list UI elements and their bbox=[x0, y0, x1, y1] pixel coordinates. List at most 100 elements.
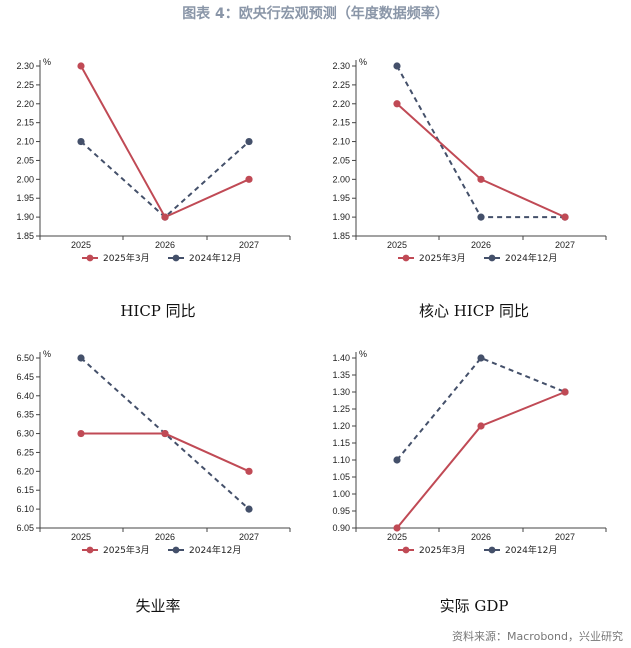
legend-swatch-marker bbox=[402, 546, 410, 554]
legend-swatch-marker bbox=[86, 254, 94, 262]
y-tick-label: 1.00 bbox=[332, 489, 350, 499]
y-tick-label: 2.25 bbox=[332, 80, 350, 90]
legend-label: 2024年12月 bbox=[505, 252, 557, 264]
chart-hicp-svg: 1.85 1.90 1.95 2.00 2.05 2.10 2.15 2.20 2.25 2.30… bbox=[16, 57, 291, 264]
data-point bbox=[393, 100, 401, 108]
y-tick-label: 2.10 bbox=[16, 137, 34, 147]
y-tick-label: 2.10 bbox=[332, 137, 350, 147]
series-line bbox=[396, 103, 566, 219]
x-tick-label: 2027 bbox=[555, 240, 575, 250]
legend-label: 2025年3月 bbox=[419, 544, 466, 556]
y-tick-label: 1.85 bbox=[16, 231, 34, 241]
chart-real-gdp-svg: 0.90 0.95 1.00 1.05 1.10 1.15 1.20 1.25 1.30 1.35… bbox=[332, 349, 607, 556]
legend-label: 2025年3月 bbox=[419, 252, 466, 264]
x-tick-label: 2025 bbox=[387, 240, 407, 250]
y-tick-label: 1.95 bbox=[332, 193, 350, 203]
data-point bbox=[161, 213, 169, 221]
y-tick-label: 1.25 bbox=[332, 404, 350, 414]
chart-real-gdp: 0.90 0.95 1.00 1.05 1.10 1.15 1.20 1.25 1.30 1.35… bbox=[316, 342, 616, 582]
source-note: 资料来源：Macrobond，兴业研究 bbox=[452, 630, 623, 643]
x-tick-label: 2027 bbox=[239, 240, 259, 250]
y-tick-label: 2.15 bbox=[16, 118, 34, 128]
y-unit-label: % bbox=[43, 349, 51, 359]
data-point bbox=[477, 422, 485, 430]
caption-real-gdp: 实际 GDP bbox=[439, 597, 509, 615]
data-point bbox=[77, 62, 85, 70]
caption-unemployment: 失业率 bbox=[135, 597, 181, 615]
y-tick-label: 1.15 bbox=[332, 438, 350, 448]
series-line bbox=[396, 65, 565, 219]
y-tick-label: 1.30 bbox=[332, 387, 350, 397]
y-unit-label: % bbox=[359, 57, 367, 67]
legend-swatch-marker bbox=[172, 546, 180, 554]
data-point bbox=[245, 175, 253, 183]
y-tick-label: 2.05 bbox=[16, 155, 34, 165]
y-tick-label: 2.00 bbox=[16, 174, 34, 184]
x-tick-label: 2026 bbox=[155, 240, 175, 250]
series-line bbox=[396, 391, 566, 529]
legend-label: 2024年12月 bbox=[189, 252, 241, 264]
data-point bbox=[161, 429, 169, 438]
data-point bbox=[477, 175, 485, 183]
y-tick-label: 0.90 bbox=[332, 523, 350, 533]
y-tick-label: 1.40 bbox=[332, 353, 350, 363]
series-line bbox=[80, 65, 250, 219]
data-point bbox=[393, 62, 401, 70]
x-tick-label: 2026 bbox=[155, 532, 175, 542]
caption-core-hicp: 核心 HICP 同比 bbox=[418, 302, 530, 320]
y-tick-label: 2.20 bbox=[332, 99, 350, 109]
y-tick-label: 1.05 bbox=[332, 472, 350, 482]
series-line bbox=[396, 356, 566, 461]
data-point bbox=[477, 354, 485, 362]
y-tick-label: 6.35 bbox=[16, 410, 34, 420]
data-point bbox=[393, 524, 401, 532]
legend-label: 2024年12月 bbox=[189, 544, 241, 556]
data-point bbox=[245, 137, 253, 146]
data-point bbox=[477, 213, 485, 221]
legend-swatch-marker bbox=[488, 546, 496, 554]
legend-swatch-marker bbox=[86, 546, 94, 554]
y-tick-label: 6.10 bbox=[16, 504, 34, 514]
x-tick-label: 2026 bbox=[471, 240, 491, 250]
data-point bbox=[561, 388, 569, 396]
chart-unemployment-svg: 6.05 6.10 6.15 6.20 6.25 6.30 6.35 6.40 6.45 6.50… bbox=[16, 349, 291, 556]
data-point bbox=[393, 456, 401, 464]
y-tick-label: 2.15 bbox=[332, 118, 350, 128]
chart-core-hicp-svg: 1.85 1.90 1.95 2.00 2.05 2.10 2.15 2.20 2.25 2.30… bbox=[332, 57, 607, 264]
y-unit-label: % bbox=[43, 57, 51, 67]
caption-hicp: HICP 同比 bbox=[120, 302, 196, 320]
y-tick-label: 1.95 bbox=[16, 193, 34, 203]
y-tick-label: 2.05 bbox=[332, 155, 350, 165]
x-tick-label: 2025 bbox=[71, 532, 91, 542]
y-tick-label: 2.30 bbox=[16, 61, 34, 71]
y-tick-label: 6.15 bbox=[16, 485, 34, 495]
legend-label: 2025年3月 bbox=[103, 252, 150, 264]
y-tick-label: 6.25 bbox=[16, 447, 34, 457]
chart-core-hicp: 1.85 1.90 1.95 2.00 2.05 2.10 2.15 2.20 2.25 2.30… bbox=[316, 50, 616, 290]
legend-label: 2024年12月 bbox=[505, 544, 557, 556]
y-tick-label: 6.30 bbox=[16, 429, 34, 439]
y-tick-label: 0.95 bbox=[332, 506, 350, 516]
y-tick-label: 2.20 bbox=[16, 99, 34, 109]
x-tick-label: 2025 bbox=[387, 532, 407, 542]
data-point bbox=[245, 467, 253, 475]
data-point bbox=[245, 505, 253, 513]
y-tick-label: 6.50 bbox=[16, 353, 34, 363]
series-line bbox=[80, 140, 250, 219]
x-tick-label: 2025 bbox=[71, 240, 91, 250]
chart-unemployment: 6.05 6.10 6.15 6.20 6.25 6.30 6.35 6.40 6.45 6.50… bbox=[0, 342, 300, 582]
data-point bbox=[77, 429, 85, 438]
legend-label: 2025年3月 bbox=[103, 544, 150, 556]
y-tick-label: 1.35 bbox=[332, 370, 350, 380]
legend-swatch-marker bbox=[488, 254, 496, 262]
y-tick-label: 2.00 bbox=[332, 174, 350, 184]
y-tick-label: 6.45 bbox=[16, 372, 34, 382]
data-point bbox=[561, 213, 569, 221]
y-tick-label: 1.90 bbox=[332, 212, 350, 222]
legend-swatch-marker bbox=[172, 254, 180, 262]
y-tick-label: 2.25 bbox=[16, 80, 34, 90]
data-point bbox=[77, 354, 85, 362]
y-tick-label: 1.10 bbox=[332, 455, 350, 465]
series-line bbox=[81, 432, 250, 473]
x-tick-label: 2026 bbox=[471, 532, 491, 542]
